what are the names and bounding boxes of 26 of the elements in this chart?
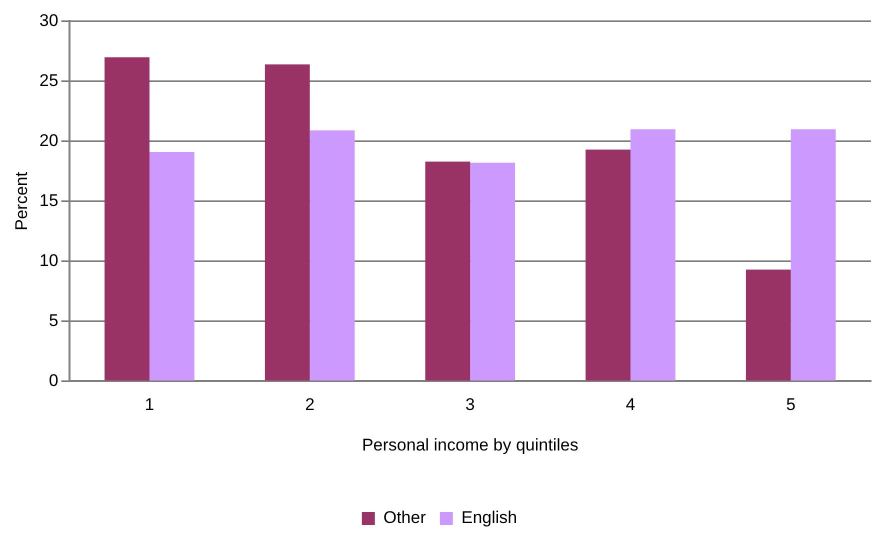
bar bbox=[149, 152, 194, 381]
y-tick-label: 10 bbox=[39, 250, 58, 270]
y-tick-label: 25 bbox=[39, 70, 58, 90]
x-tick-label: 4 bbox=[626, 395, 636, 414]
bar bbox=[104, 57, 150, 381]
x-axis-title: Personal income by quintiles bbox=[362, 435, 578, 454]
y-tick-label: 15 bbox=[39, 190, 58, 210]
bar bbox=[310, 130, 355, 381]
y-tick-label: 20 bbox=[39, 130, 58, 150]
y-tick-label: 0 bbox=[48, 370, 58, 390]
legend-label: Other bbox=[383, 508, 426, 528]
bar bbox=[790, 129, 836, 381]
legend-label: English bbox=[461, 508, 518, 528]
bar bbox=[586, 150, 630, 381]
bar bbox=[470, 162, 516, 381]
bar bbox=[746, 270, 791, 381]
x-tick-label: 1 bbox=[144, 395, 154, 414]
x-tick-label: 2 bbox=[305, 395, 315, 414]
bar bbox=[630, 129, 676, 381]
x-tick-label: 5 bbox=[786, 395, 796, 414]
bar bbox=[425, 162, 470, 381]
y-tick-label: 5 bbox=[48, 310, 58, 330]
y-tick-label: 30 bbox=[39, 10, 58, 30]
bar bbox=[264, 64, 310, 381]
x-tick-label: 3 bbox=[465, 395, 475, 414]
y-axis-title: Percent bbox=[12, 172, 31, 230]
